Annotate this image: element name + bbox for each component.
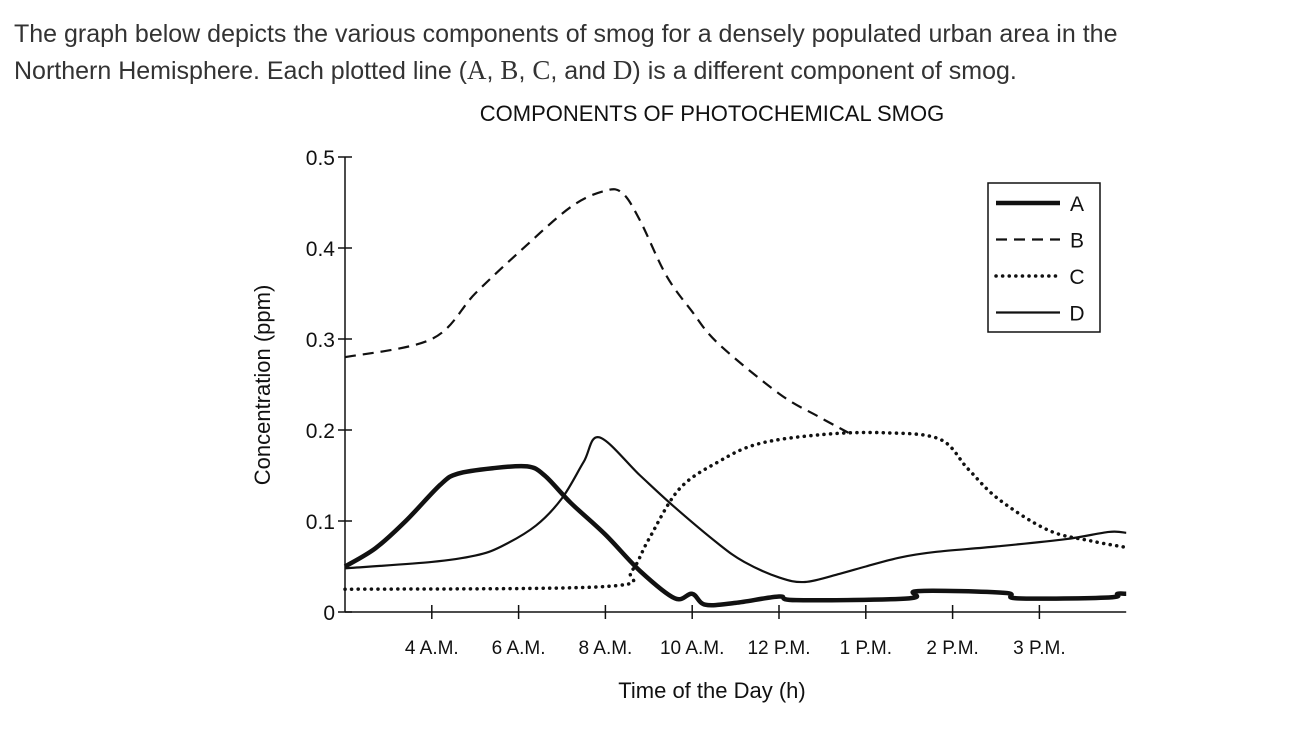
y-tick-label: 0: [323, 602, 335, 625]
intro-text: , and: [550, 57, 613, 85]
x-tick-label: 2 P.M.: [926, 638, 978, 659]
x-tick-label: 12 P.M.: [747, 638, 810, 659]
y-tick-label: 0.5: [306, 147, 335, 170]
legend-label-d: D: [1069, 303, 1084, 326]
legend-label-b: B: [1070, 230, 1084, 253]
series-line-d: [344, 436, 1127, 584]
series-line-b: [344, 188, 849, 434]
y-tick-label: 0.1: [306, 511, 335, 534]
y-tick-label: 0.3: [306, 329, 335, 352]
intro-text: ,: [486, 57, 501, 85]
x-tick-label: 1 P.M.: [840, 638, 892, 659]
intro-line-2: Northern Hemisphere. Each plotted line (…: [14, 52, 1117, 89]
y-tick-label: 0.4: [306, 238, 336, 261]
series-line-a: [343, 463, 1127, 608]
y-tick-label: 0.2: [306, 420, 335, 443]
intro-line-1: The graph below depicts the various comp…: [14, 20, 1118, 48]
intro-text: Northern Hemisphere. Each plotted line (: [14, 57, 468, 85]
x-axis-label: Time of the Day (h): [618, 678, 805, 703]
legend-label-c: C: [1069, 266, 1084, 289]
question-text: The graph below depicts the various comp…: [14, 16, 1117, 89]
x-tick-label: 6 A.M.: [492, 638, 546, 659]
intro-text: ) is a different component of smog.: [632, 57, 1017, 85]
math-a: A: [467, 55, 487, 85]
math-b: B: [500, 55, 519, 85]
x-tick-label: 3 P.M.: [1013, 638, 1065, 659]
x-tick-label: 8 A.M.: [578, 638, 632, 659]
y-axis-label: Concentration (ppm): [250, 285, 275, 486]
math-d: D: [612, 55, 633, 85]
legend-box: [987, 182, 1101, 333]
intro-text: ,: [518, 57, 533, 85]
x-tick-label: 10 A.M.: [660, 638, 724, 659]
series-line-c: [343, 430, 1128, 591]
x-tick-label: 4 A.M.: [405, 638, 459, 659]
math-c: C: [532, 55, 551, 85]
chart-title: COMPONENTS OF PHOTOCHEMICAL SMOG: [480, 101, 944, 126]
legend-label-a: A: [1070, 193, 1084, 216]
